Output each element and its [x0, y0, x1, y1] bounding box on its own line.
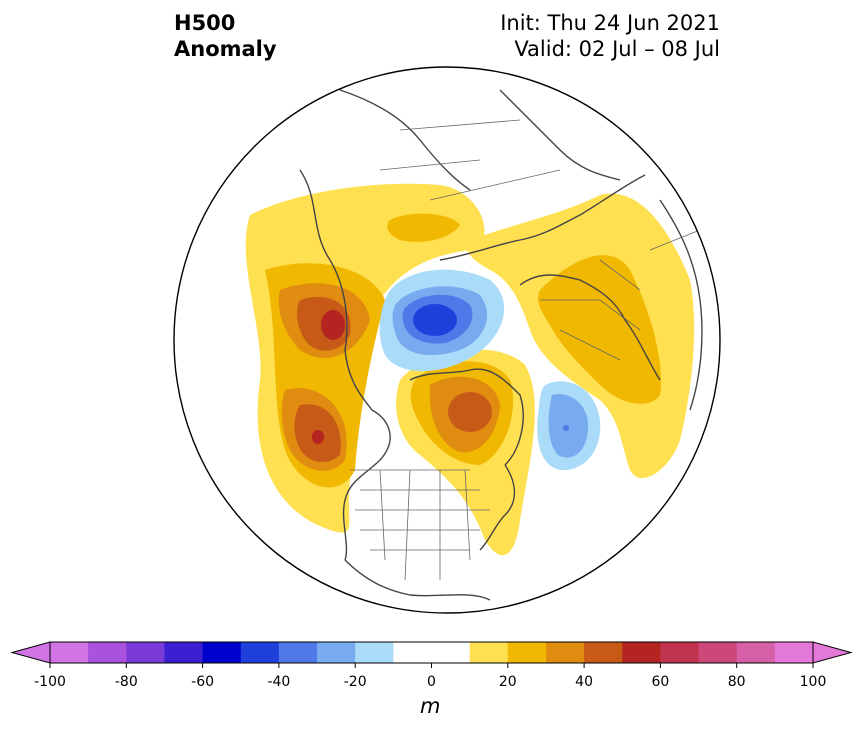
colorbar-segment [202, 642, 242, 663]
anomaly-ridge-canada [396, 349, 535, 556]
anomaly-ridge-europe [387, 193, 695, 479]
colorbar-segment [584, 642, 623, 663]
colorbar-segment [469, 642, 509, 663]
colorbar-segment [660, 642, 700, 663]
colorbar-tick-label: 0 [427, 674, 436, 690]
colorbar-tick-label: -100 [34, 674, 66, 690]
colorbar-tick-label: 80 [727, 674, 746, 690]
colorbar-tick-label: -40 [267, 674, 291, 690]
colorbar-segment [50, 642, 89, 663]
colorbar-segment [164, 642, 204, 663]
colorbar-tick-label: -80 [114, 674, 138, 690]
colorbar-tick-label: 60 [651, 674, 670, 690]
colorbar-max-extend [812, 641, 853, 664]
colorbar-segment [736, 642, 776, 663]
colorbar [10, 641, 853, 668]
colorbar-segment [317, 642, 356, 663]
colorbar-tick-label: 20 [498, 674, 517, 690]
colorbar-segment [126, 642, 165, 663]
anomaly-ridge-west [245, 183, 485, 533]
colorbar-segment [278, 642, 318, 663]
colorbar-segment [393, 642, 432, 663]
globe-outline [173, 66, 721, 614]
colorbar-segment [774, 642, 814, 663]
polar-map [174, 67, 720, 613]
colorbar-segment [88, 642, 127, 663]
colorbar-tick-label: 100 [799, 674, 827, 690]
title-product: Anomaly [174, 37, 277, 61]
borders [350, 119, 701, 581]
colorbar-segment [355, 642, 394, 663]
colorbar-segment [545, 642, 585, 663]
title-left: H500 Anomaly [174, 10, 277, 62]
title-right: Init: Thu 24 Jun 2021 Valid: 02 Jul – 08… [500, 10, 720, 62]
colorbar-min-extend [10, 641, 51, 664]
colorbar-segment [507, 642, 547, 663]
colorbar-tick-label: -20 [343, 674, 367, 690]
colorbar-segment [698, 642, 738, 663]
anomaly-trough-atlantic [537, 381, 601, 471]
colorbar-tick-label: 40 [575, 674, 594, 690]
coastlines [299, 89, 703, 601]
colorbar-units-label: m [420, 694, 441, 718]
init-date: Init: Thu 24 Jun 2021 [500, 11, 720, 35]
colorbar-segment [622, 642, 661, 663]
valid-range: Valid: 02 Jul – 08 Jul [514, 37, 720, 61]
colorbar-segment [431, 642, 471, 663]
colorbar-tick-label: -60 [191, 674, 215, 690]
anomaly-trough-arctic [379, 269, 505, 372]
colorbar-segment [240, 642, 280, 663]
title-variable: H500 [174, 11, 236, 35]
